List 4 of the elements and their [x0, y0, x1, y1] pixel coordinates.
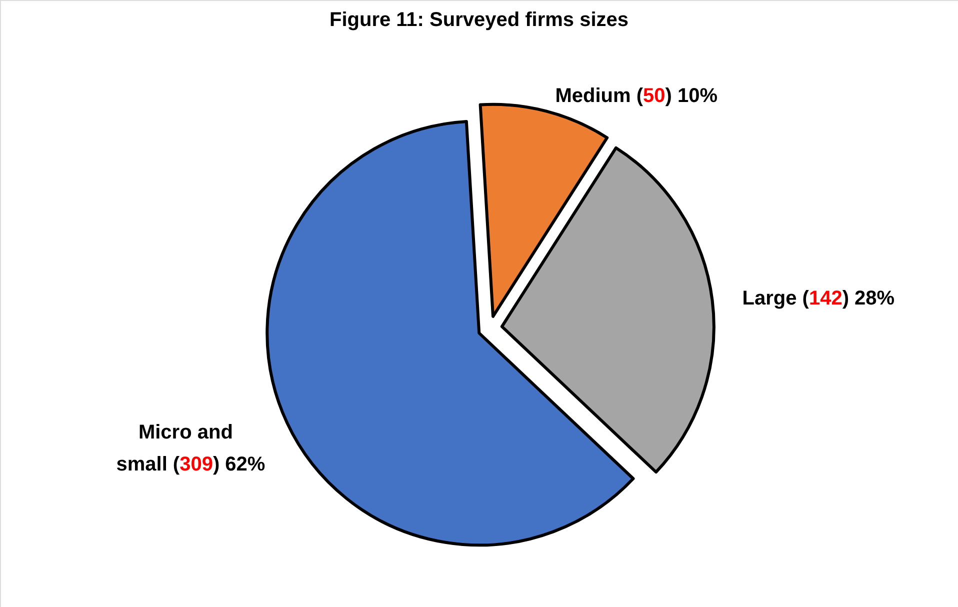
- chart-title: Figure 11: Surveyed firms sizes: [329, 9, 629, 31]
- slice-label: Micro and small (309) 62%: [116, 421, 266, 476]
- slice-label: Large (142) 28%: [742, 288, 895, 310]
- slice-label: Medium (50) 10%: [555, 85, 718, 108]
